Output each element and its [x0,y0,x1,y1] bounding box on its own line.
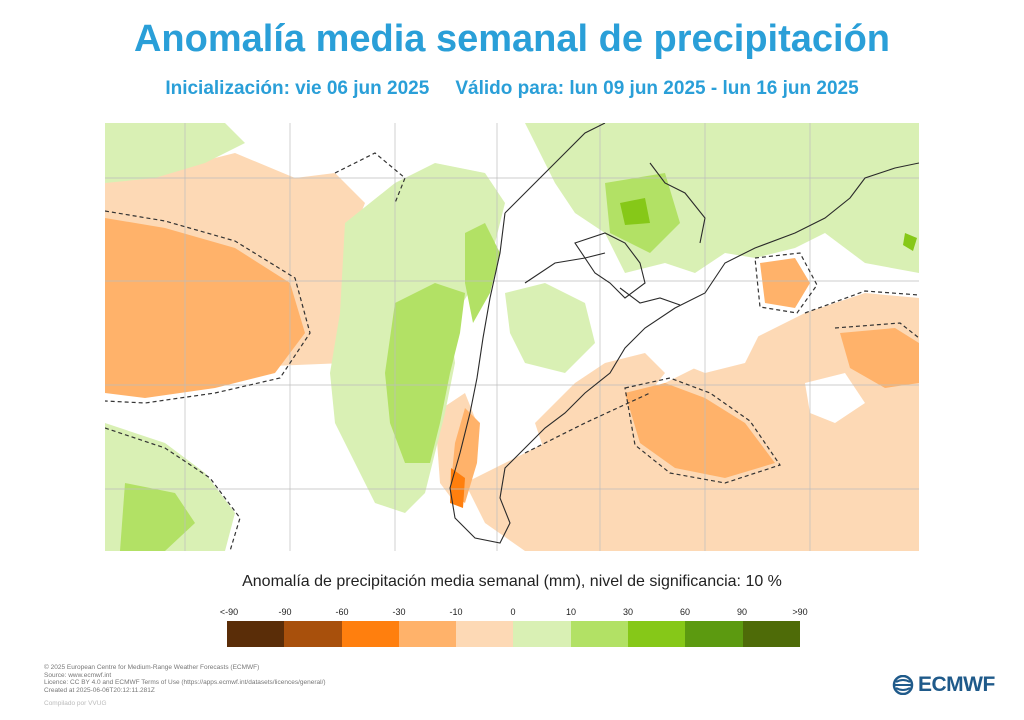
legend-tick: -90 [278,607,292,617]
legend-tick: 90 [736,607,748,617]
created-line: Created at 2025-06-06T20:12:11.281Z [44,686,155,694]
credits: © 2025 European Centre for Medium-Range … [44,664,326,708]
ecmwf-logo-icon [892,675,914,695]
legend-swatch [227,621,285,647]
initialization-date: Inicialización: vie 06 jun 2025 [165,78,430,99]
legend-swatch [685,621,743,647]
compiled-line: Compilado por VVUG [44,700,107,708]
legend-tick: -60 [335,607,349,617]
legend-swatch [628,621,686,647]
legend-swatch [284,621,342,647]
map-subtitle: Inicialización: vie 06 jun 2025 Válido pa… [0,78,1024,100]
legend-tick: -10 [449,607,463,617]
valid-period: Válido para: lun 09 jun 2025 - lun 16 ju… [455,78,859,99]
legend-swatch [456,621,514,647]
legend-swatch [513,621,571,647]
map-title: Anomalía media semanal de precipitación [133,18,891,60]
color-legend-bar [227,621,800,647]
copyright-line: © 2025 European Centre for Medium-Range … [44,664,260,671]
licence-line: Licence: CC BY 4.0 and ECMWF Terms of Us… [44,679,326,687]
legend-tick: 30 [622,607,634,617]
legend-tick: >90 [792,607,808,617]
ecmwf-logo: ECMWF [891,673,995,697]
legend-swatch [398,621,457,647]
legend-swatch [570,621,629,647]
legend-tick: <-90 [219,607,239,617]
legend-title: Anomalía de precipitación media semanal … [242,573,782,590]
legend-swatch [341,621,399,647]
legend-tick: 0 [510,607,516,617]
legend-tick: -30 [392,607,406,617]
legend-tick: 10 [565,607,577,617]
source-line: Source: www.ecmwf.int [44,671,112,679]
precipitation-anomaly-map [105,123,919,551]
legend-tick: 60 [679,607,691,617]
ecmwf-logo-text: ECMWF [918,673,995,696]
legend-swatch [742,621,800,647]
